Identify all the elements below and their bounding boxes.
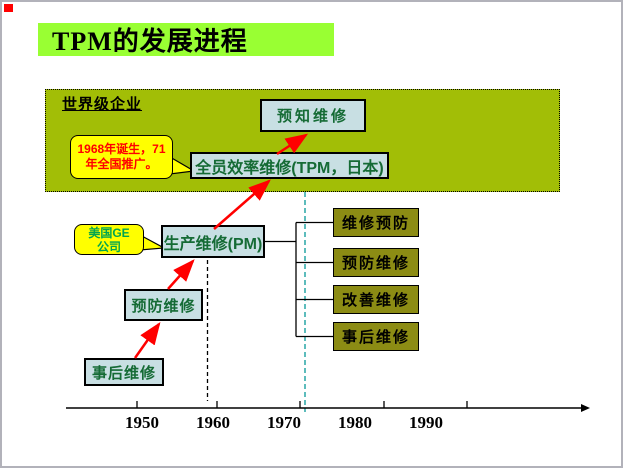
category-box-maintenance-prevention: 维修预防 (333, 208, 419, 237)
timeline-label-1990: 1990 (409, 413, 443, 432)
timeline-label-1960: 1960 (196, 413, 230, 432)
category-label: 改善维修 (341, 292, 410, 309)
category-box-breakdown-maintenance: 事后维修 (333, 322, 419, 351)
category-box-preventive-maintenance: 预防维修 (333, 248, 419, 277)
stage-box-tpm: 全员效率维修(TPM，日本) (190, 152, 389, 179)
stage-label: 生产维修(PM) (163, 235, 263, 253)
timeline-label-1970: 1970 (267, 413, 301, 432)
stage-box-preventive-maintenance: 预防维修 (124, 289, 203, 321)
callout-birth: 1968年诞生，71 年全国推广。 (70, 135, 173, 179)
stage-box-productive-maintenance: 生产维修(PM) (161, 225, 265, 258)
progression-arrow-2 (167, 259, 195, 290)
callout-ge-line2: 公司 (96, 239, 121, 254)
title-bar: TPM的发展进程 (38, 23, 334, 56)
page-title: TPM的发展进程 (52, 27, 248, 56)
callout-ge-line1: 美国GE (88, 225, 130, 240)
timeline-label-1950: 1950 (125, 413, 159, 432)
category-bracket (264, 221, 333, 338)
stage-label: 全员效率维修(TPM，日本) (195, 159, 384, 177)
category-box-corrective-maintenance: 改善维修 (333, 285, 419, 314)
callout-birth-line2: 年全国推广。 (85, 157, 158, 171)
stage-box-breakdown-maintenance: 事后维修 (84, 358, 164, 386)
timeline-ticks (136, 401, 468, 408)
slide-corner-marker (4, 4, 13, 12)
category-label: 预防维修 (341, 255, 410, 272)
world-class-enterprise-label: 世界级企业 (62, 96, 143, 113)
callout-birth-line1: 1968年诞生，71 (77, 142, 166, 156)
stage-box-predictive-maintenance: 预知维修 (260, 99, 366, 132)
stage-label: 预防维修 (131, 297, 196, 315)
category-label: 事后维修 (341, 329, 410, 346)
stage-label: 预知维修 (276, 108, 349, 125)
stage-label: 事后维修 (91, 364, 156, 382)
timeline-arrowhead-icon (581, 404, 590, 412)
timeline-label-1980: 1980 (338, 413, 372, 432)
callout-ge: 美国GE 公司 (74, 224, 144, 255)
progression-arrow-1 (133, 321, 161, 359)
category-label: 维修预防 (341, 215, 410, 232)
